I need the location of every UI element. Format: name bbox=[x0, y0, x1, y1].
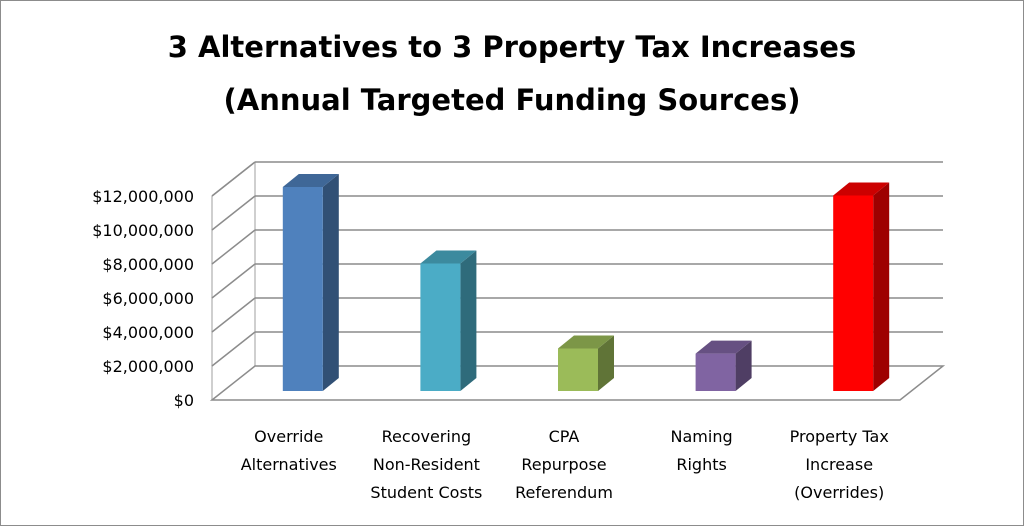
bar-front-face bbox=[282, 187, 323, 391]
x-category-label-line: Non-Resident bbox=[373, 455, 480, 474]
x-category-label-line: Student Costs bbox=[370, 483, 482, 502]
x-category-label-line: Increase bbox=[805, 455, 873, 474]
bar-top-face bbox=[695, 340, 752, 354]
bar-side-face bbox=[873, 182, 890, 391]
y-tick-label: $2,000,000 bbox=[102, 357, 194, 376]
x-axis-category-labels: Override Alternatives Recovering Non-Reside… bbox=[241, 427, 889, 502]
x-category-label: Recovering Non-Resident Student Costs bbox=[370, 427, 482, 502]
x-category-label: CPA Repurpose Referendum bbox=[515, 427, 613, 502]
y-tick-label: $6,000,000 bbox=[102, 289, 194, 308]
x-category-label-line: CPA bbox=[549, 427, 580, 446]
bar bbox=[420, 250, 477, 391]
bar bbox=[833, 182, 890, 391]
y-axis-tick-labels: $0 $2,000,000 $4,000,000 $6,000,000 $8,000,0… bbox=[92, 187, 194, 410]
bar bbox=[558, 335, 614, 391]
x-category-label-line: Repurpose bbox=[521, 455, 606, 474]
gridline-side bbox=[211, 195, 256, 231]
x-category-label-line: Override bbox=[254, 427, 323, 446]
gridline-side bbox=[211, 297, 256, 333]
x-category-label-line: (Overrides) bbox=[794, 483, 884, 502]
bar-top-face bbox=[282, 174, 339, 187]
x-category-label-line: Referendum bbox=[515, 483, 613, 502]
chart-bars bbox=[282, 174, 890, 391]
bar-side-face bbox=[735, 340, 752, 391]
gridline-side bbox=[211, 263, 256, 299]
y-tick-label: $0 bbox=[174, 391, 194, 410]
bar-top-face bbox=[833, 182, 890, 196]
y-tick-label: $8,000,000 bbox=[102, 255, 194, 274]
bar-side-face bbox=[460, 250, 477, 391]
bar-top-face bbox=[420, 250, 477, 264]
chart-title: 3 Alternatives to 3 Property Tax Increas… bbox=[167, 30, 857, 64]
x-category-label-line: Naming bbox=[671, 427, 733, 446]
x-category-label-line: Alternatives bbox=[241, 455, 337, 474]
chart-gridlines bbox=[211, 161, 943, 367]
x-category-label: Naming Rights bbox=[671, 427, 733, 474]
bar-front-face bbox=[420, 263, 461, 391]
bar-front-face bbox=[558, 348, 598, 391]
bar-front-face bbox=[833, 195, 874, 391]
chart-subtitle: (Annual Targeted Funding Sources) bbox=[223, 83, 801, 117]
x-category-label-line: Rights bbox=[676, 455, 726, 474]
gridline-side bbox=[211, 331, 256, 367]
gridline-side bbox=[211, 229, 256, 265]
bar-side-face bbox=[322, 174, 339, 391]
bar bbox=[695, 340, 752, 391]
x-category-label-line: Property Tax bbox=[790, 427, 889, 446]
y-tick-label: $12,000,000 bbox=[92, 187, 194, 206]
gridline-side bbox=[211, 161, 256, 197]
y-tick-label: $10,000,000 bbox=[92, 221, 194, 240]
bar-front-face bbox=[695, 353, 736, 391]
y-tick-label: $4,000,000 bbox=[102, 323, 194, 342]
bar-side-face bbox=[598, 335, 614, 391]
chart-floor bbox=[209, 365, 946, 401]
bar-top-face bbox=[558, 335, 614, 349]
x-category-label: Override Alternatives bbox=[241, 427, 337, 474]
bar bbox=[282, 174, 339, 391]
x-category-label-line: Recovering bbox=[382, 427, 471, 446]
x-category-label: Property Tax Increase (Overrides) bbox=[790, 427, 889, 502]
